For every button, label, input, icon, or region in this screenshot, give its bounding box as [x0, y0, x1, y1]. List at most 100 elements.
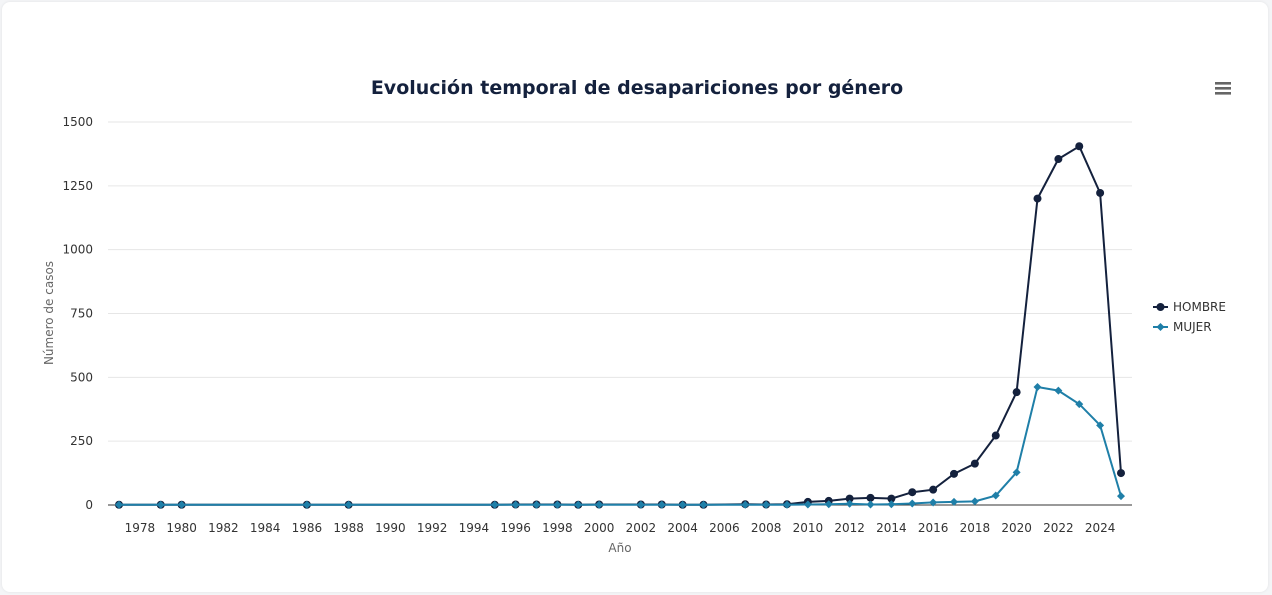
- x-tick-label: 2022: [1043, 521, 1074, 535]
- x-tick-label: 2006: [709, 521, 740, 535]
- data-point[interactable]: [678, 500, 687, 509]
- data-point[interactable]: [1075, 400, 1084, 409]
- series-layer: [115, 142, 1125, 509]
- data-point[interactable]: [950, 497, 958, 506]
- x-tick-label: 2000: [584, 521, 615, 535]
- data-point[interactable]: [845, 499, 854, 508]
- y-tick-label: 750: [70, 307, 93, 321]
- x-tick-label: 2016: [918, 521, 949, 535]
- y-tick-label: 1250: [62, 179, 93, 193]
- x-tick-label: 1994: [459, 521, 490, 535]
- data-point[interactable]: [908, 488, 917, 497]
- data-point[interactable]: [636, 500, 645, 509]
- data-point[interactable]: [991, 491, 1000, 500]
- data-point[interactable]: [1096, 188, 1105, 197]
- legend-label: MUJER: [1173, 320, 1212, 334]
- data-point[interactable]: [783, 500, 791, 509]
- legend-item-hombre[interactable]: HOMBRE: [1153, 300, 1226, 314]
- x-tick-label: 2020: [1001, 521, 1032, 535]
- x-tick-label: 1992: [417, 521, 448, 535]
- data-point[interactable]: [1117, 492, 1125, 501]
- data-point[interactable]: [1012, 388, 1021, 397]
- data-point[interactable]: [553, 500, 562, 509]
- data-point[interactable]: [699, 500, 708, 509]
- data-point[interactable]: [845, 494, 854, 503]
- y-tick-label: 500: [70, 370, 93, 384]
- data-point[interactable]: [657, 500, 666, 509]
- chart-menu-button[interactable]: [1215, 82, 1231, 95]
- data-point[interactable]: [511, 500, 520, 509]
- x-axis-title: Año: [608, 541, 631, 555]
- data-point[interactable]: [929, 498, 938, 507]
- x-tick-label: 1988: [333, 521, 364, 535]
- series-line: [119, 385, 1122, 506]
- data-point[interactable]: [866, 493, 875, 502]
- data-point[interactable]: [887, 500, 896, 509]
- series-line: [119, 144, 1122, 506]
- legend-item-mujer[interactable]: MUJER: [1153, 320, 1212, 334]
- data-point[interactable]: [803, 500, 812, 509]
- data-point[interactable]: [950, 469, 958, 478]
- data-point[interactable]: [115, 500, 123, 509]
- x-tick-label: 2002: [626, 521, 657, 535]
- data-point[interactable]: [156, 500, 165, 509]
- grid-lines: [108, 121, 1132, 506]
- data-point[interactable]: [1054, 386, 1063, 395]
- data-point[interactable]: [532, 500, 541, 509]
- data-point[interactable]: [1075, 142, 1084, 151]
- data-point[interactable]: [866, 500, 875, 509]
- y-axis-ticks: 0 250 500 750 1000 1250 1500: [62, 115, 93, 512]
- y-tick-label: 1500: [62, 115, 93, 129]
- legend-label: HOMBRE: [1173, 300, 1226, 314]
- data-point[interactable]: [1012, 468, 1021, 477]
- data-point[interactable]: [1096, 421, 1105, 430]
- data-point[interactable]: [908, 499, 917, 508]
- x-tick-label: 2024: [1085, 521, 1116, 535]
- legend-marker: [1156, 323, 1165, 331]
- x-tick-label: 2012: [834, 521, 865, 535]
- x-tick-label: 1984: [250, 521, 281, 535]
- y-tick-label: 250: [70, 434, 93, 448]
- data-point[interactable]: [762, 500, 771, 509]
- data-point[interactable]: [1117, 469, 1125, 478]
- data-point[interactable]: [1033, 194, 1042, 203]
- data-point[interactable]: [490, 500, 499, 509]
- menu-icon-line-2: [1215, 87, 1231, 90]
- legend: HOMBRE MUJER: [1153, 300, 1226, 334]
- data-point[interactable]: [302, 500, 311, 509]
- data-point[interactable]: [741, 500, 750, 509]
- data-point[interactable]: [929, 485, 938, 494]
- data-point[interactable]: [177, 500, 186, 509]
- data-point[interactable]: [970, 497, 979, 506]
- x-tick-label: 1998: [542, 521, 573, 535]
- menu-icon: [1215, 82, 1231, 85]
- series-hombre: [115, 142, 1125, 509]
- x-tick-label: 1990: [375, 521, 406, 535]
- x-tick-label: 1980: [166, 521, 197, 535]
- data-point[interactable]: [1033, 383, 1042, 392]
- data-point[interactable]: [595, 500, 604, 509]
- y-tick-label: 1000: [62, 243, 93, 257]
- chart-title: Evolución temporal de desapariciones por…: [371, 77, 903, 99]
- x-tick-label: 2010: [793, 521, 824, 535]
- x-tick-label: 2004: [667, 521, 698, 535]
- y-tick-label: 0: [85, 498, 93, 512]
- data-point[interactable]: [344, 500, 353, 509]
- x-tick-label: 2008: [751, 521, 782, 535]
- x-axis-ticks: 1978 1980 1982 1984 1986 1988 1990 1992 1994 1996…: [125, 521, 1116, 535]
- data-point[interactable]: [970, 459, 979, 468]
- data-point[interactable]: [991, 431, 1000, 440]
- data-point[interactable]: [1054, 155, 1063, 164]
- legend-marker: [1156, 303, 1165, 311]
- x-tick-label: 1986: [292, 521, 323, 535]
- data-point[interactable]: [887, 494, 896, 503]
- series-mujer: [115, 383, 1125, 509]
- x-tick-label: 2014: [876, 521, 907, 535]
- x-tick-label: 2018: [960, 521, 991, 535]
- y-axis-title: Número de casos: [42, 261, 56, 365]
- menu-icon-line-3: [1215, 92, 1231, 95]
- data-point[interactable]: [574, 500, 583, 509]
- data-point[interactable]: [824, 500, 833, 509]
